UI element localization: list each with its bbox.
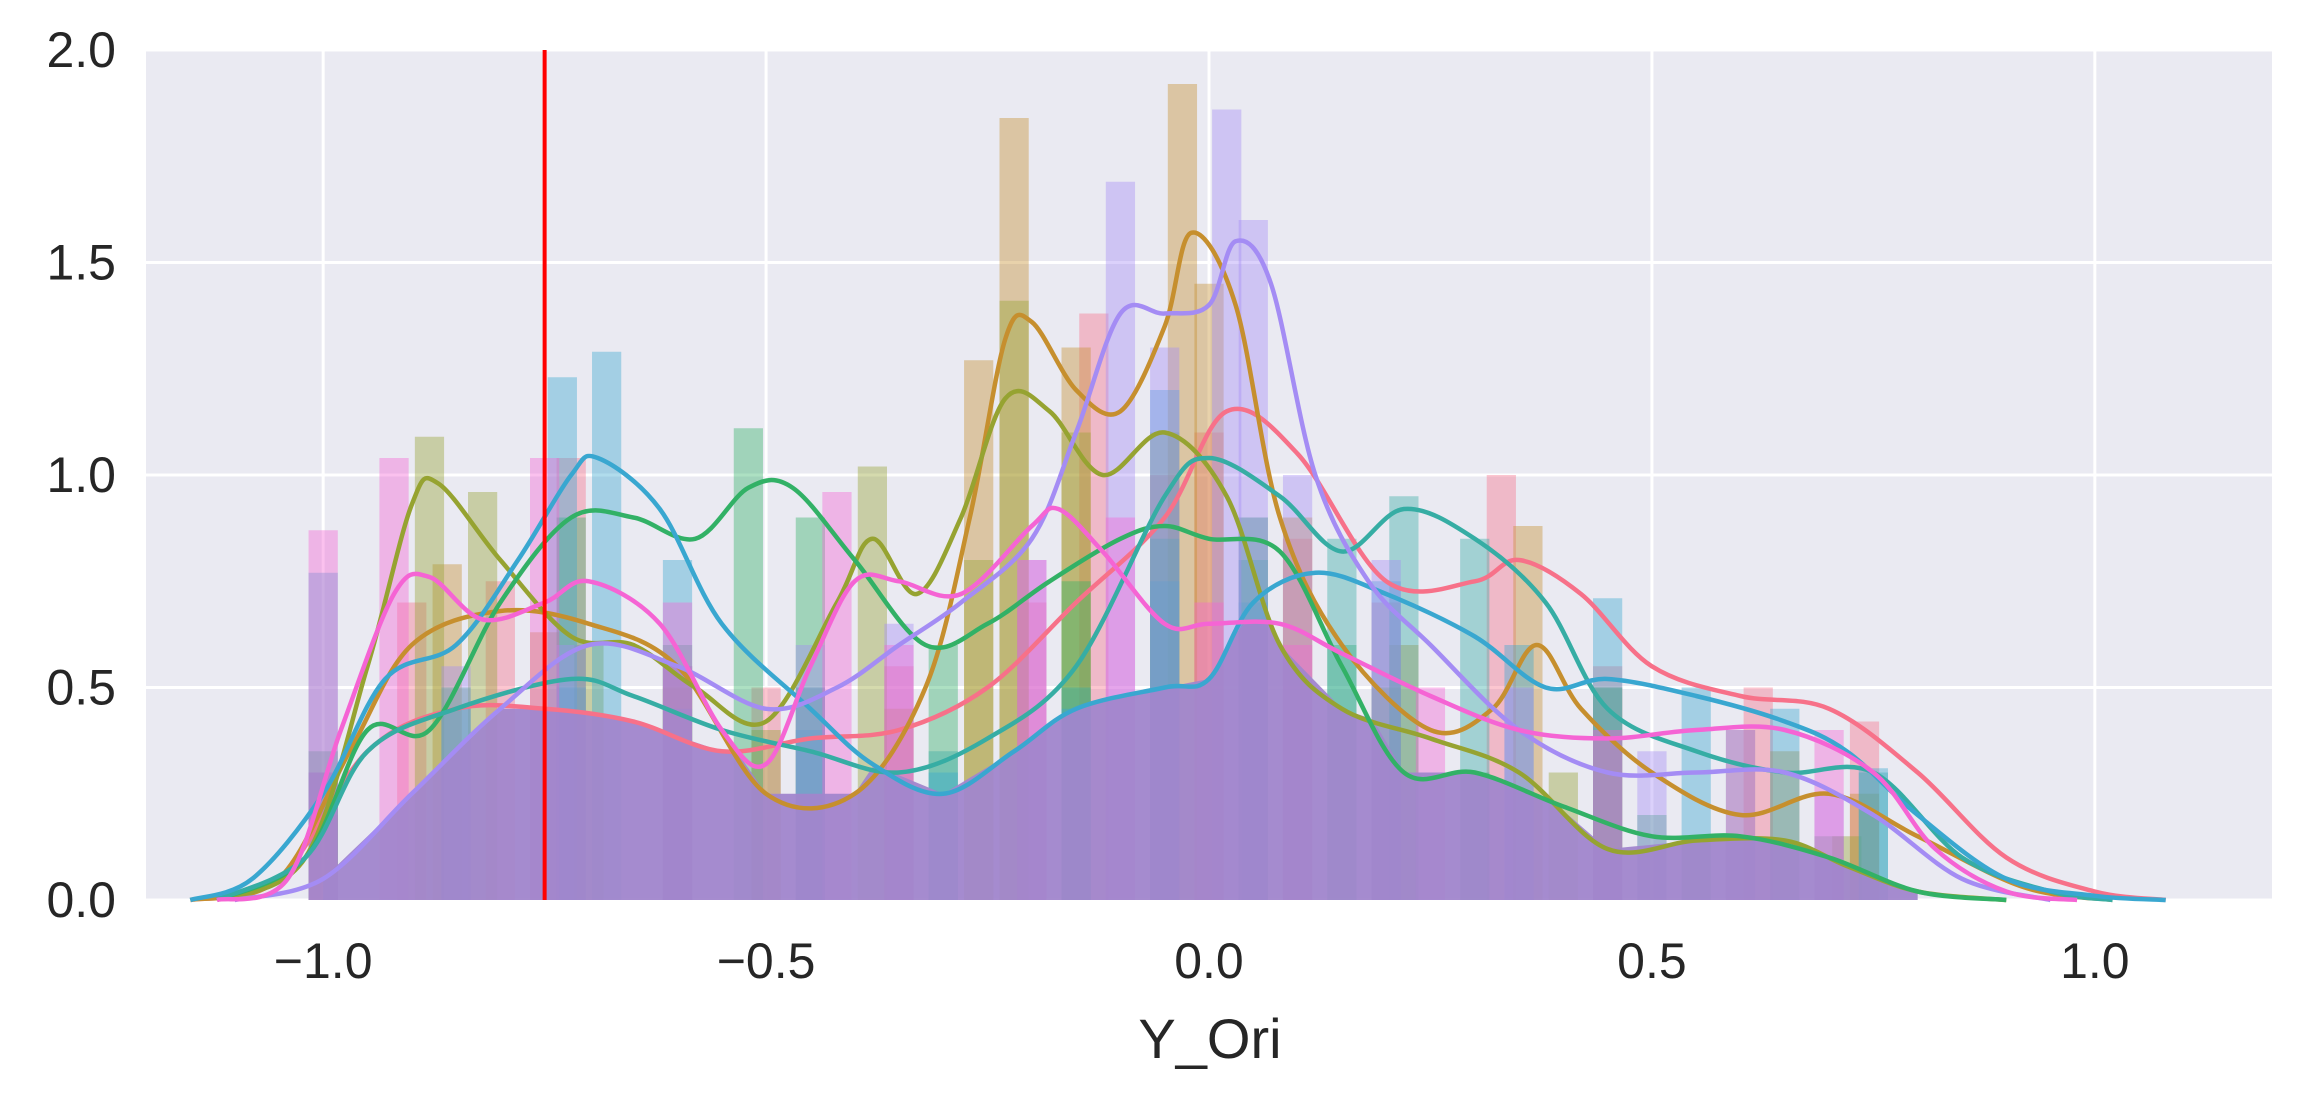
y-tick-label: 0.0 [46,872,116,928]
kde-line-3 [215,477,2007,903]
y-axis-tick-labels: 0.0 0.5 1.0 1.5 2.0 [46,22,116,928]
x-tick-label: −1.0 [274,933,373,989]
kde-line-5 [189,453,2166,903]
x-axis-tick-labels: −1.0 −0.5 0.0 0.5 1.0 [274,933,2130,989]
y-tick-label: 1.5 [46,235,116,291]
x-tick-label: 0.5 [1617,933,1687,989]
kde-line-2 [215,388,2007,903]
x-tick-label: 1.0 [2060,933,2130,989]
kde-fill-area [323,623,1918,900]
kde-line-0 [189,406,2166,903]
y-tick-label: 0.5 [46,660,116,716]
kde-lines [189,230,2166,903]
y-tick-label: 2.0 [46,22,116,78]
y-tick-label: 1.0 [46,447,116,503]
x-tick-label: 0.0 [1174,933,1244,989]
overlap-fill [323,623,1918,900]
x-axis-label: Y_Ori [1138,1007,1281,1070]
kde-line-6 [234,238,2052,903]
x-tick-label: −0.5 [717,933,816,989]
kde-line-7 [216,505,2078,903]
